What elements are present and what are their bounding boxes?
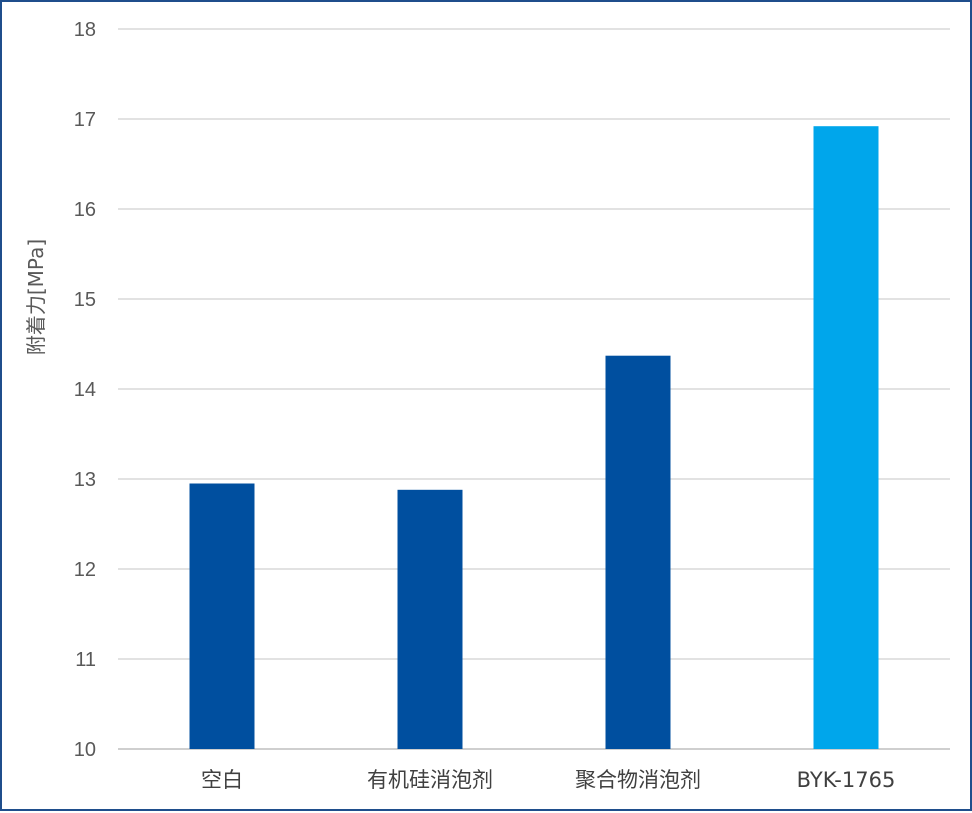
- y-tick-label: 18: [74, 19, 96, 41]
- bar: [397, 489, 463, 749]
- x-category-label: 有机硅消泡剂: [367, 768, 493, 792]
- bar: [605, 355, 671, 749]
- bars: [189, 126, 879, 749]
- y-tick-label: 16: [74, 199, 96, 221]
- x-category-label: BYK-1765: [797, 768, 896, 792]
- gridlines: [118, 28, 950, 750]
- y-tick-label: 13: [74, 469, 96, 491]
- y-axis-title: 附着力[MPa]: [24, 239, 48, 355]
- y-axis-ticks: 10 11 12 13 14 15 16 17 18: [74, 19, 96, 761]
- y-tick-label: 17: [74, 109, 96, 131]
- x-category-label: 聚合物消泡剂: [575, 768, 701, 792]
- bar: [813, 126, 879, 749]
- y-tick-label: 12: [74, 559, 96, 581]
- y-tick-label: 11: [75, 649, 96, 671]
- y-tick-label: 15: [74, 289, 96, 311]
- y-tick-label: 10: [74, 739, 96, 761]
- bar: [189, 483, 255, 749]
- x-category-label: 空白: [201, 768, 243, 792]
- x-axis-categories: 空白 有机硅消泡剂 聚合物消泡剂 BYK-1765: [201, 768, 895, 792]
- y-tick-label: 14: [74, 379, 96, 401]
